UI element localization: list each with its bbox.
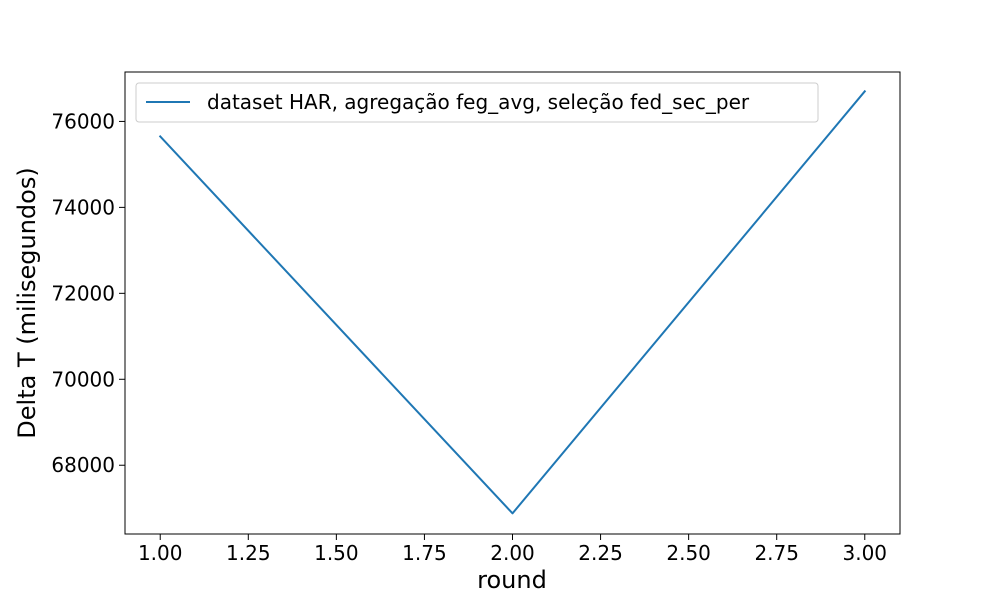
legend-box (135, 82, 819, 123)
y-axis-label: Delta T (milisegundos) (13, 167, 41, 438)
x-axis-ticks: 1.00 1.25 1.50 1.75 2.00 2.25 2.50 2.75 3.00 (138, 534, 887, 565)
x-tick-label: 1.25 (226, 541, 271, 565)
x-tick-label: 1.50 (314, 541, 359, 565)
series-line (158, 89, 867, 515)
y-axis-ticks: 68000 70000 72000 74000 76000 (51, 109, 125, 477)
x-tick-label: 1.00 (138, 541, 183, 565)
y-tick-label: 72000 (51, 281, 115, 305)
y-tick-label: 74000 (51, 195, 115, 219)
x-tick-label: 2.25 (578, 541, 623, 565)
x-tick-label: 1.75 (402, 541, 447, 565)
y-tick-label: 76000 (51, 109, 115, 133)
x-tick-label: 2.50 (666, 541, 711, 565)
x-tick-label: 2.00 (490, 541, 535, 565)
legend: dataset HAR, agregação feg_avg, seleção … (135, 82, 819, 123)
series-layer (158, 89, 867, 515)
x-tick-label: 3.00 (843, 541, 888, 565)
legend-label: dataset HAR, agregação feg_avg, seleção … (207, 90, 750, 114)
y-tick-label: 68000 (51, 453, 115, 477)
x-axis-label: round (477, 566, 547, 594)
y-tick-label: 70000 (51, 367, 115, 391)
x-tick-label: 2.75 (754, 541, 799, 565)
